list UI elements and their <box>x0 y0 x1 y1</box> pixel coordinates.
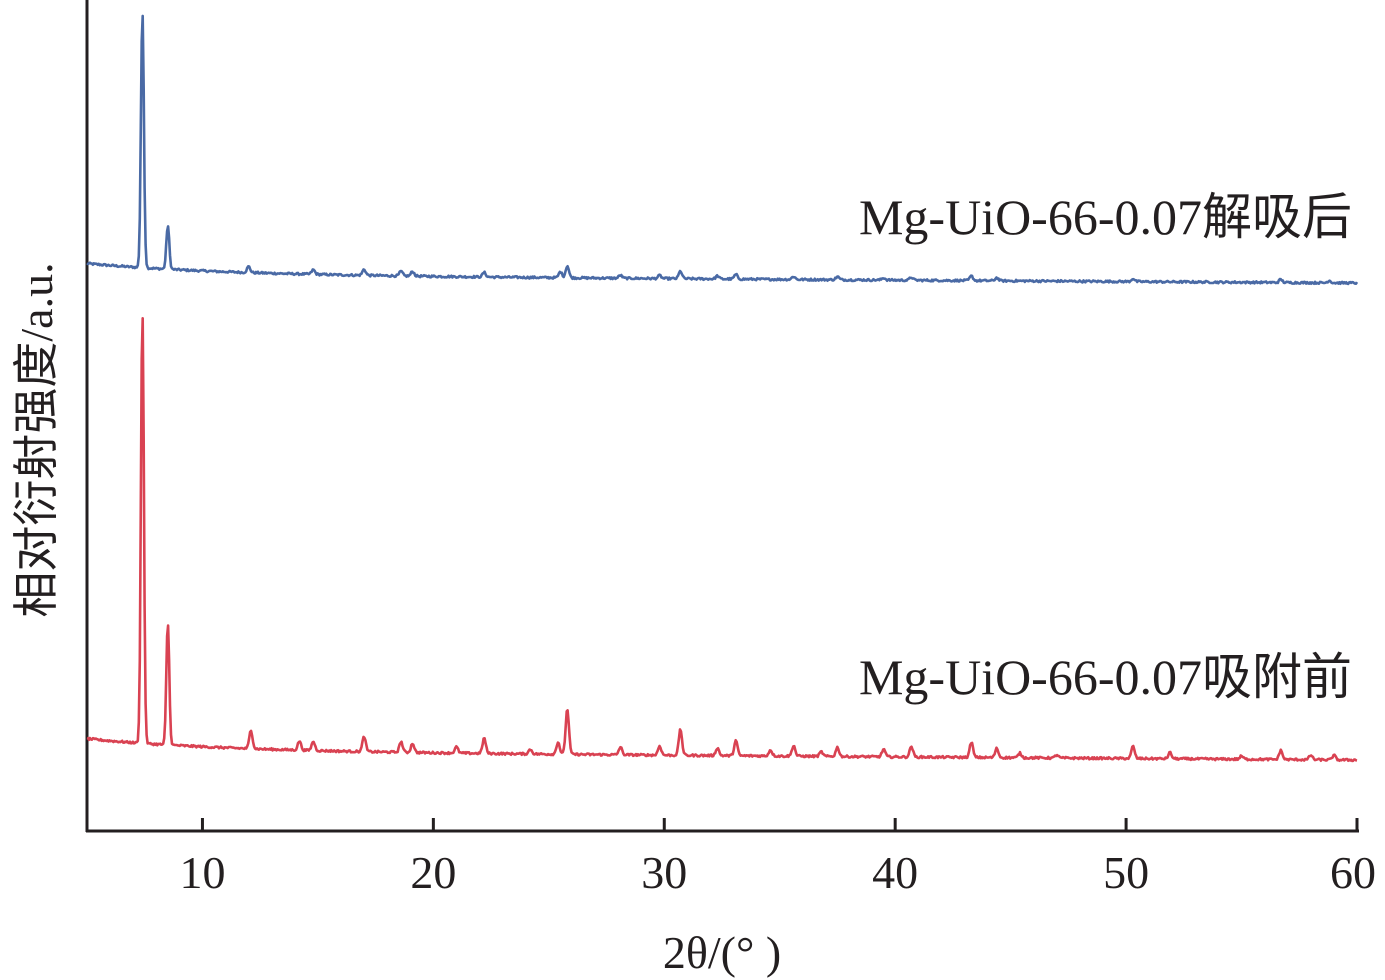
x-tick-label: 40 <box>872 847 918 898</box>
x-tick-label: 20 <box>410 847 456 898</box>
x-tick-label: 30 <box>641 847 687 898</box>
x-tick-label: 10 <box>179 847 225 898</box>
x-tick-label: 60 <box>1330 847 1376 898</box>
series-lines <box>86 14 1359 763</box>
y-axis-label: 相对衍射强度/a.u. <box>11 262 62 617</box>
series-line-before-adsorption <box>86 317 1358 763</box>
series-line-desorbed <box>86 14 1359 286</box>
axes <box>85 0 1359 833</box>
x-tick-label: 50 <box>1103 847 1149 898</box>
series-label-before-adsorption: Mg-UiO-66-0.07吸附前 <box>859 649 1352 705</box>
series-label-desorbed: Mg-UiO-66-0.07解吸后 <box>859 189 1352 245</box>
x-axis-label: 2θ/(° ) <box>663 927 781 978</box>
x-ticks: 10 20 30 40 50 60 <box>179 818 1376 898</box>
